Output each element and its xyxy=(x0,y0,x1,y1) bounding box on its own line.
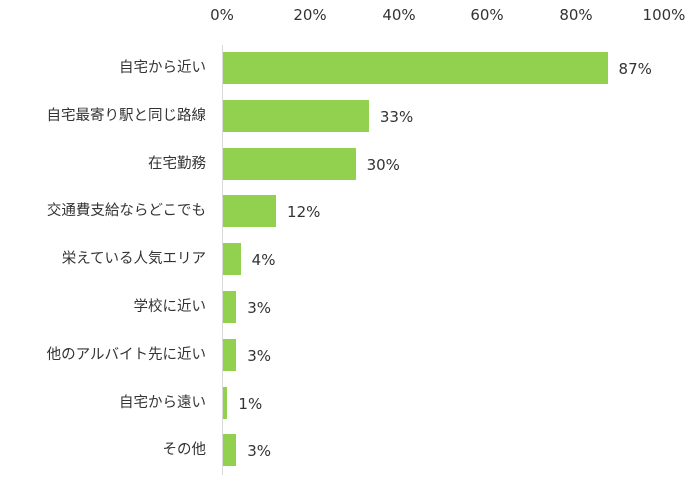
value-label: 30% xyxy=(366,155,400,174)
value-label: 4% xyxy=(251,251,276,270)
bar-row: 交通費支給ならどこでも 12% xyxy=(0,195,700,228)
bar-row: 在宅勤務 30% xyxy=(0,147,700,180)
bar-row: 自宅から近い 87% xyxy=(0,52,700,84)
bar xyxy=(223,195,277,228)
value-label: 12% xyxy=(287,203,321,222)
bar-row: 学校に近い 3% xyxy=(0,291,700,323)
value-label: 1% xyxy=(238,394,263,413)
category-label: その他 xyxy=(162,442,207,459)
bar-row: 他のアルバイト先に近い 3% xyxy=(0,338,700,371)
x-tick: 40% xyxy=(382,6,416,24)
value-label: 87% xyxy=(618,60,652,78)
bar-row: 栄えている人気エリア 4% xyxy=(0,243,700,276)
category-label: 在宅勤務 xyxy=(148,155,206,172)
category-label: 自宅から遠い xyxy=(119,394,206,411)
category-label: 交通費支給ならどこでも xyxy=(46,203,206,220)
bar-row: 自宅から遠い 1% xyxy=(0,386,700,419)
value-label: 33% xyxy=(379,107,414,126)
bar-row: 自宅最寄り駅と同じ路線 33% xyxy=(0,99,700,132)
bar xyxy=(223,386,228,419)
y-axis-line xyxy=(222,45,223,475)
x-tick: 0% xyxy=(210,6,234,24)
bar xyxy=(223,99,369,132)
category-label: 他のアルバイト先に近い xyxy=(46,346,206,363)
bar xyxy=(223,291,237,323)
category-label: 学校に近い xyxy=(133,299,207,315)
bar xyxy=(223,434,237,467)
bar xyxy=(223,147,356,180)
value-label: 3% xyxy=(247,442,272,461)
category-label: 栄えている人気エリア xyxy=(61,251,206,268)
bar xyxy=(223,243,241,276)
bar xyxy=(223,52,608,84)
bar xyxy=(223,338,237,371)
value-label: 3% xyxy=(247,299,272,317)
value-label: 3% xyxy=(247,346,272,365)
x-tick: 20% xyxy=(293,6,327,24)
category-label: 自宅から近い xyxy=(119,60,206,76)
x-tick: 100% xyxy=(642,6,686,24)
category-label: 自宅最寄り駅と同じ路線 xyxy=(46,107,207,124)
bar-row: その他 3% xyxy=(0,434,700,467)
x-tick: 80% xyxy=(559,6,593,24)
x-tick: 60% xyxy=(470,6,504,24)
